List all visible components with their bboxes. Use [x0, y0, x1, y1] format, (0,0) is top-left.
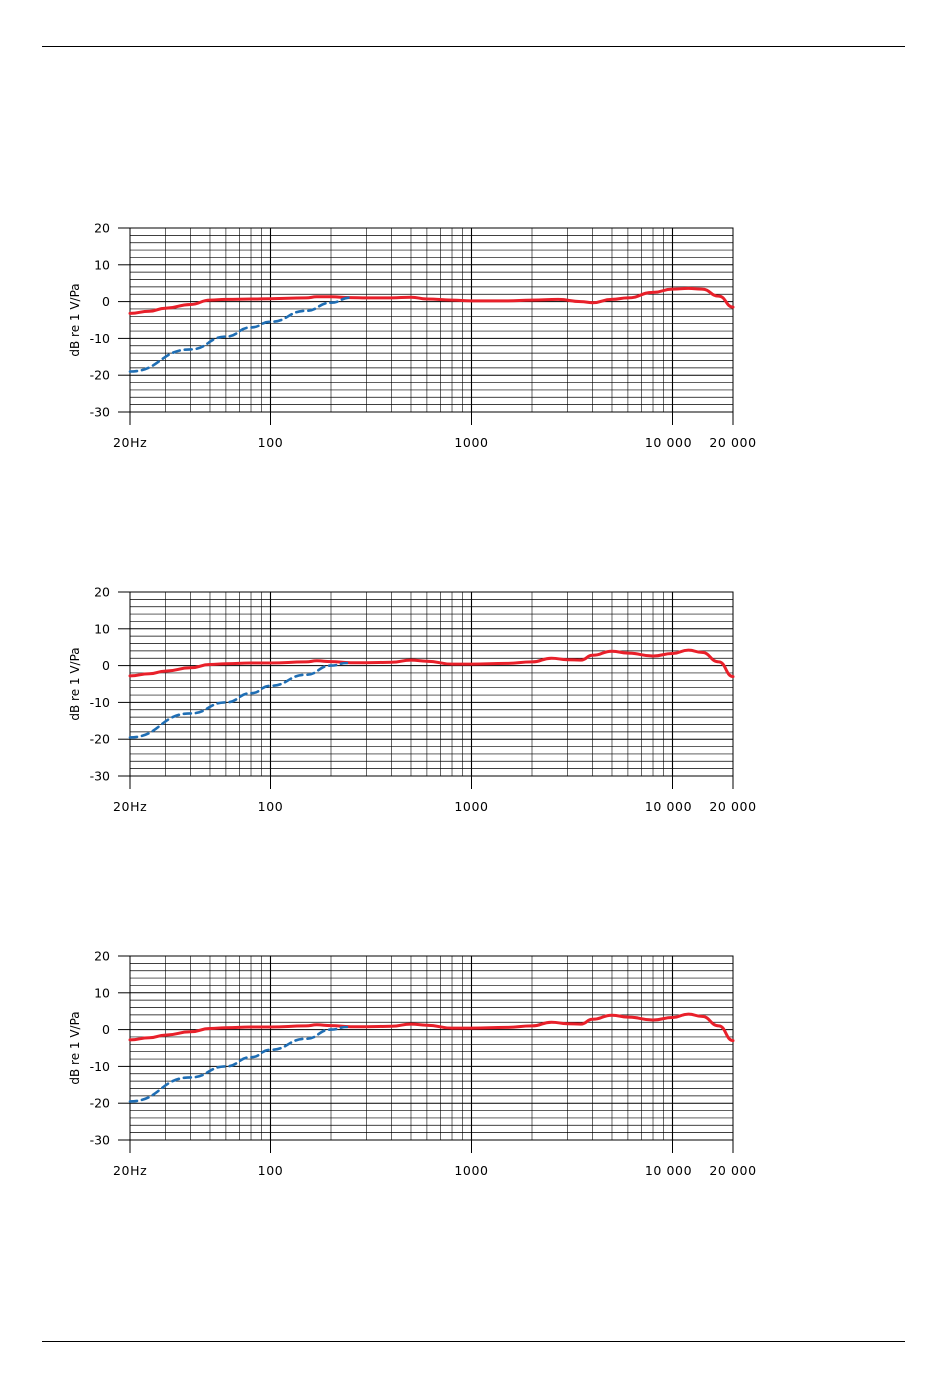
y-tick-label: -30 [90, 405, 110, 420]
x-tick-label: 100 [258, 435, 284, 450]
rolloff-curve [128, 296, 352, 373]
x-tick-label: 100 [258, 799, 284, 814]
x-tick-label: 1000 [454, 1163, 488, 1178]
response-curve [128, 286, 735, 315]
footer-rule [42, 1341, 905, 1342]
y-tick-label: 20 [94, 949, 110, 964]
y-tick-label: -10 [90, 331, 110, 346]
plot-frame [129, 955, 734, 1141]
x-tick-label: 20 000 [709, 799, 756, 814]
y-tick-label: -20 [90, 732, 110, 747]
x-tick-label: 1000 [454, 799, 488, 814]
grid [129, 591, 734, 777]
grid [129, 227, 734, 413]
y-tick-label: -10 [90, 695, 110, 710]
y-tick-label: -20 [90, 1096, 110, 1111]
y-tick-label: -20 [90, 368, 110, 383]
x-tick-label: 10 000 [645, 1163, 692, 1178]
y-tick-label: 20 [94, 585, 110, 600]
x-tick-label: 20 000 [709, 435, 756, 450]
x-tick-label: 10 000 [645, 799, 692, 814]
x-tick-label: 20Hz [113, 1163, 147, 1178]
y-tick-label: 10 [94, 621, 110, 636]
x-tick-label: 20Hz [113, 799, 147, 814]
y-tick-label: -10 [90, 1059, 110, 1074]
rolloff-curve [128, 661, 349, 739]
y-axis-label: dB re 1 V/Pa [68, 1011, 82, 1084]
plot-frame [129, 227, 734, 413]
response-curve [128, 1012, 735, 1043]
y-axis-label: dB re 1 V/Pa [68, 283, 82, 356]
y-tick-label: 10 [94, 257, 110, 272]
x-tick-label: 20 000 [709, 1163, 756, 1178]
y-tick-label: 0 [102, 658, 110, 673]
grid [129, 955, 734, 1141]
x-tick-label: 10 000 [645, 435, 692, 450]
rolloff-curve [128, 1025, 349, 1103]
x-tick-label: 100 [258, 1163, 284, 1178]
x-tick-label: 1000 [454, 435, 488, 450]
y-tick-label: 10 [94, 985, 110, 1000]
y-tick-label: -30 [90, 769, 110, 784]
y-tick-label: 0 [102, 294, 110, 309]
x-tick-label: 20Hz [113, 435, 147, 450]
y-tick-label: 0 [102, 1022, 110, 1037]
y-tick-label: -30 [90, 1133, 110, 1148]
header-rule [42, 46, 905, 47]
response-curve [128, 648, 735, 679]
y-tick-label: 20 [94, 221, 110, 236]
y-axis-label: dB re 1 V/Pa [68, 647, 82, 720]
plot-frame [129, 591, 734, 777]
